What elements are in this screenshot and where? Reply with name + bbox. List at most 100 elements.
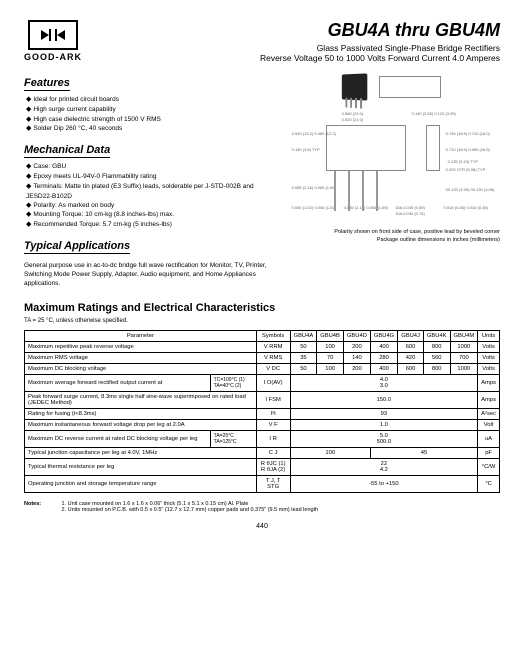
dim-label: 0.860 (22.0) bbox=[342, 111, 364, 116]
typapps-heading: Typical Applications bbox=[24, 240, 130, 254]
dim-label: 0.135 (3.43) TYP bbox=[448, 159, 478, 164]
feature-item: High surge current capability bbox=[26, 105, 276, 115]
cell-units: Amps bbox=[478, 392, 500, 409]
cell-units: A²sec bbox=[478, 409, 500, 420]
cell-value: 45 bbox=[370, 448, 477, 459]
mechdata-item: Epoxy meets UL-94V-0 Flammability rating bbox=[26, 172, 276, 182]
cell-value: 100 bbox=[290, 448, 370, 459]
cell-value: 35 bbox=[290, 353, 317, 364]
table-row: Peak forward surge current, 8.3ms single… bbox=[25, 392, 500, 409]
cell-value: 100 bbox=[317, 342, 344, 353]
col-gbu4b: GBU4B bbox=[317, 331, 344, 342]
cell-param: Maximum RMS voltage bbox=[25, 353, 257, 364]
cell-value: 50 bbox=[290, 364, 317, 375]
cell-value: 600 bbox=[398, 364, 424, 375]
table-row: Typical junction capacitance per leg at … bbox=[25, 448, 500, 459]
cell-units: Volts bbox=[478, 364, 500, 375]
mechdata-heading: Mechanical Data bbox=[24, 144, 110, 158]
dim-label: DIA 0.035 (0.89) bbox=[396, 205, 425, 210]
dim-label: 0.085 (2.16) 0.065 (1.65) bbox=[344, 205, 388, 210]
table-row: Maximum repetitive peak reverse voltageV… bbox=[25, 342, 500, 353]
title-block: GBU4A thru GBU4M Glass Passivated Single… bbox=[260, 20, 500, 63]
cell-value: 50 bbox=[290, 342, 317, 353]
feature-item: Ideal for printed circuit boards bbox=[26, 95, 276, 105]
cell-param: Maximum DC blocking voltage bbox=[25, 364, 257, 375]
mechdata-list: Case: GBU Epoxy meets UL-94V-0 Flammabil… bbox=[24, 162, 276, 230]
cell-units: pF bbox=[478, 448, 500, 459]
cell-value-span: 4.03.0 bbox=[290, 375, 478, 392]
cell-value-span: 1.0 bbox=[290, 420, 478, 431]
table-row: Maximum DC reverse current at rated DC b… bbox=[25, 431, 500, 448]
dim-label: 0.018 (0.46) 0.015 (0.38) bbox=[444, 205, 488, 210]
mechdata-item: Case: GBU bbox=[26, 162, 276, 172]
cell-value: 420 bbox=[398, 353, 424, 364]
spec-table-body: Maximum repetitive peak reverse voltageV… bbox=[25, 342, 500, 493]
cell-value: 140 bbox=[343, 353, 370, 364]
spec-table-head: Parameter Symbols GBU4A GBU4B GBU4D GBU4… bbox=[25, 331, 500, 342]
cell-cond: TA=25°CTA=125°C bbox=[210, 431, 256, 448]
dim-label: 0.200 CTR (5.08) TYP bbox=[446, 167, 486, 172]
polarity-note: Polarity shown on front side of case, po… bbox=[286, 229, 500, 235]
dim-label: 00.130 (3.30) 00.120 (3.05) bbox=[446, 187, 495, 192]
cell-value: 1000 bbox=[450, 342, 478, 353]
mechdata-item: Polarity: As marked on body bbox=[26, 201, 276, 211]
col-gbu4m: GBU4M bbox=[450, 331, 478, 342]
logo-block: GOOD-ARK bbox=[24, 20, 82, 62]
brand-name: GOOD-ARK bbox=[24, 52, 82, 62]
dim-label: 0.520 (13.2) 0.480 (12.2) bbox=[292, 131, 336, 136]
cell-symbol: T J, T STG bbox=[256, 476, 290, 493]
cell-symbol: I²t bbox=[256, 409, 290, 420]
cell-value-span: 93 bbox=[290, 409, 478, 420]
col-gbu4j: GBU4J bbox=[398, 331, 424, 342]
col-gbu4d: GBU4D bbox=[343, 331, 370, 342]
cell-value-span: 224.2 bbox=[290, 459, 478, 476]
subtitle-2: Reverse Voltage 50 to 1000 Volts Forward… bbox=[260, 53, 500, 63]
cell-units: Volt bbox=[478, 420, 500, 431]
cell-value: 700 bbox=[450, 353, 478, 364]
cell-symbol: R θJC (1)R θJA (2) bbox=[256, 459, 290, 476]
feature-item: High case dielectric strength of 1500 V … bbox=[26, 115, 276, 125]
col-gbu4g: GBU4G bbox=[370, 331, 397, 342]
cell-param: Typical thermal resistance per leg bbox=[25, 459, 257, 476]
cell-units: Amps bbox=[478, 375, 500, 392]
cell-symbol: V RRM bbox=[256, 342, 290, 353]
dim-label: 0.745 (18.9) 0.710 (18.0) bbox=[446, 131, 490, 136]
cell-symbol: V RMS bbox=[256, 353, 290, 364]
cell-param: Maximum instantaneous forward voltage dr… bbox=[25, 420, 257, 431]
table-row: Typical thermal resistance per legR θJC … bbox=[25, 459, 500, 476]
cell-value: 200 bbox=[343, 364, 370, 375]
mechdata-item: Recommended Torque: 5.7 cm-kg (5 inches-… bbox=[26, 220, 276, 230]
col-gbu4a: GBU4A bbox=[290, 331, 317, 342]
cell-units: Volts bbox=[478, 353, 500, 364]
dim-label: 0.060 (1.52) 0.040 (1.02) bbox=[292, 205, 336, 210]
table-row: Maximum instantaneous forward voltage dr… bbox=[25, 420, 500, 431]
cell-value: 560 bbox=[423, 353, 450, 364]
page-number: 440 bbox=[24, 523, 500, 530]
logo-icon bbox=[28, 20, 78, 50]
cell-value: 70 bbox=[317, 353, 344, 364]
typapps-text: General purpose use in ac-to-dc bridge f… bbox=[24, 262, 276, 288]
cell-value-span: 150.0 bbox=[290, 392, 478, 409]
cell-value: 600 bbox=[398, 342, 424, 353]
cell-symbol: I R bbox=[256, 431, 290, 448]
col-gbu4k: GBU4K bbox=[423, 331, 450, 342]
features-list: Ideal for printed circuit boards High su… bbox=[24, 95, 276, 134]
package-photo-schematic bbox=[286, 67, 500, 107]
table-row: Maximum DC blocking voltageV DC501002004… bbox=[25, 364, 500, 375]
cell-symbol: V DC bbox=[256, 364, 290, 375]
notes-label: Notes: bbox=[24, 501, 60, 507]
cell-param: Rating for fusing (t<8.3ms) bbox=[25, 409, 257, 420]
features-heading: Features bbox=[24, 77, 70, 91]
cell-param: Maximum repetitive peak reverse voltage bbox=[25, 342, 257, 353]
cell-param: Typical junction capacitance per leg at … bbox=[25, 448, 257, 459]
dim-label: 0.150 (3.8) TYP bbox=[292, 147, 320, 152]
mechdata-item: Mounting Torque: 10 cm-kg (8.8 inches-lb… bbox=[26, 210, 276, 220]
cell-symbol: V F bbox=[256, 420, 290, 431]
package-outline-drawing: 0.860 (22.0) 0.820 (21.0) 0.140 (3.55) 0… bbox=[286, 107, 500, 227]
cell-symbol: C J bbox=[256, 448, 290, 459]
cell-value: 400 bbox=[370, 364, 397, 375]
col-symbols: Symbols bbox=[256, 331, 290, 342]
dim-label: 0.085 (2.16) 0.065 (1.65) bbox=[292, 185, 336, 190]
cell-value: 400 bbox=[370, 342, 397, 353]
cell-value: 100 bbox=[317, 364, 344, 375]
